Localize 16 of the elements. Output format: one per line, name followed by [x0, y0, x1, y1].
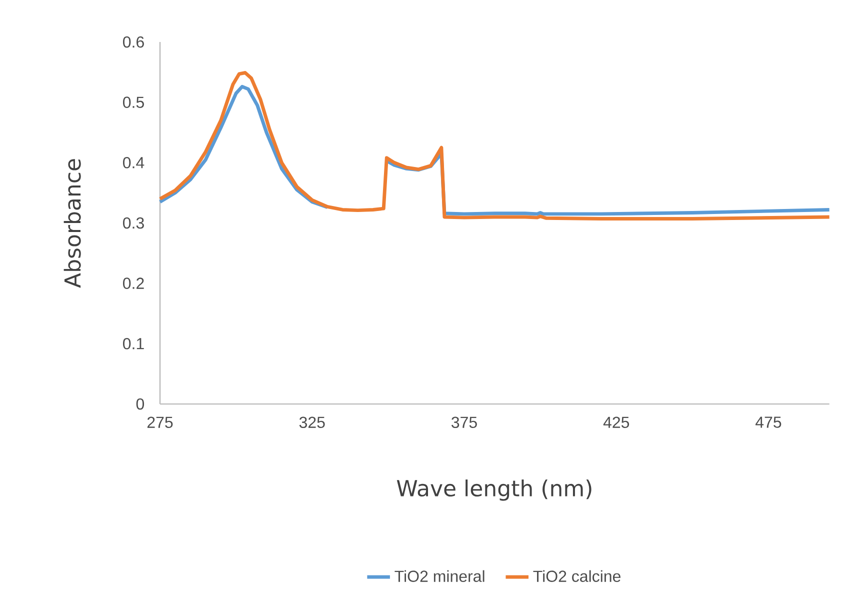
- y-axis-title: Absorbance: [64, 159, 81, 288]
- y-tick-label: 0.2: [123, 278, 144, 289]
- y-tick-label: 0.4: [123, 156, 144, 168]
- legend-label: TiO2 calcine: [533, 570, 620, 582]
- x-tick-label: 275: [147, 416, 173, 428]
- x-tick-label: 475: [756, 416, 782, 428]
- legend-label: TiO2 mineral: [394, 570, 484, 582]
- y-tick-label: 0.3: [123, 217, 144, 229]
- x-axis-title: Wave length (nm): [396, 480, 592, 501]
- y-tick-label: 0.1: [123, 338, 144, 350]
- x-tick-label: 375: [452, 416, 477, 428]
- y-tick-label: 0: [136, 398, 144, 410]
- x-tick-label: 325: [299, 416, 325, 428]
- y-tick-label: 0.6: [123, 36, 144, 48]
- y-tick-label: 0.5: [123, 96, 144, 108]
- x-tick-label: 425: [603, 416, 630, 428]
